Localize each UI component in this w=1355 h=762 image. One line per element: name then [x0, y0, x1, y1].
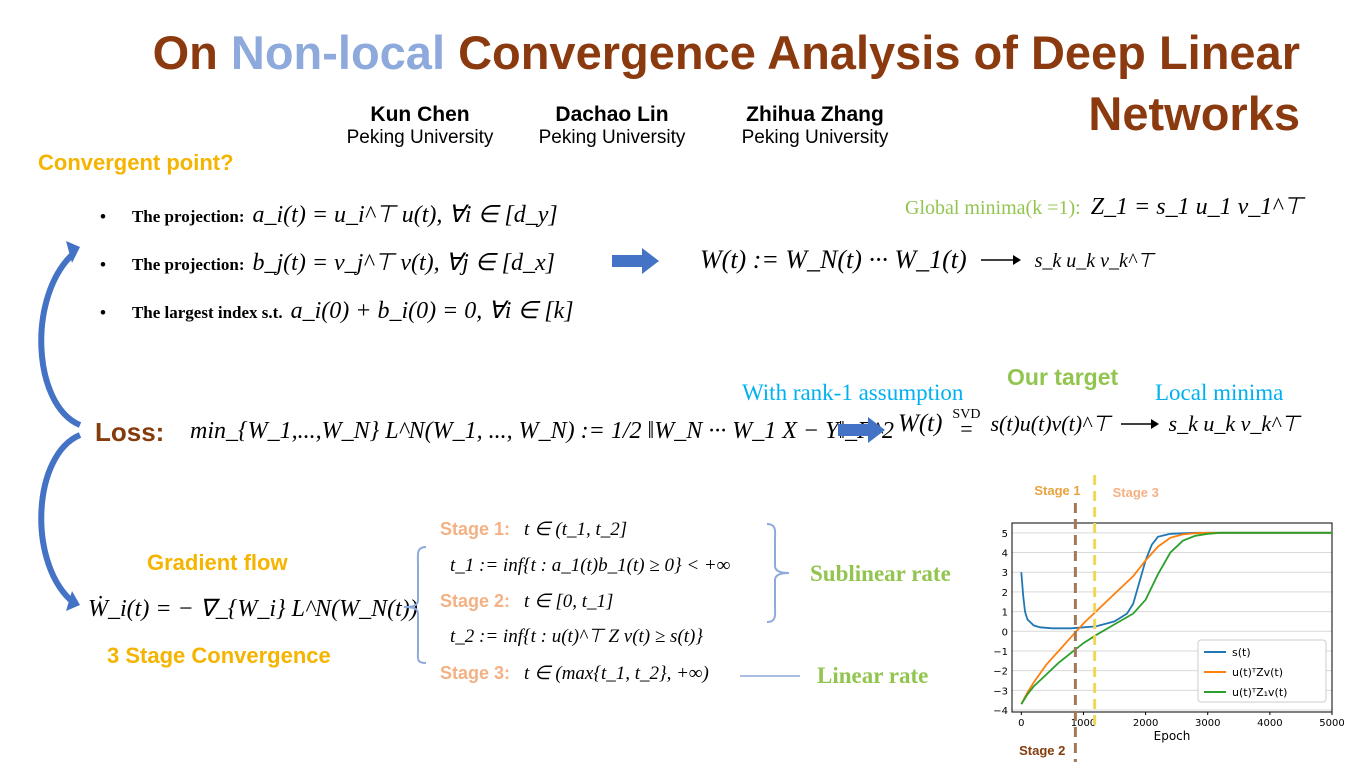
bullet-3: • The largest index s.t. a_i(0) + b_i(0)… [100, 296, 574, 325]
paper-title: On Non-local Convergence Analysis of Dee… [40, 22, 1300, 144]
bullet-dot: • [100, 207, 106, 226]
series-line [1020, 531, 1332, 630]
gradient-flow-label: Gradient flow [147, 550, 288, 575]
local-minima-label: Local minima [1155, 380, 1284, 405]
loss-label: Loss: [95, 417, 165, 447]
author-name: Zhihua Zhang [746, 103, 884, 126]
sublinear-rate-label: Sublinear rate [810, 561, 951, 586]
stage-3-math: t ∈ (max{t_1, t_2}, +∞) [524, 663, 709, 684]
stage-2-label: Stage 2: [440, 591, 511, 611]
y-tick-label: −1 [993, 647, 1008, 658]
y-tick-label: −4 [993, 706, 1008, 717]
bullet-label: The largest index s.t. [131, 303, 283, 322]
t2-definition: t_2 := inf{t : u(t)^⊤ Z v(t) ≥ s(t)} [450, 626, 703, 647]
author-2: Dachao Lin Peking University [522, 103, 702, 149]
long-arrow-icon [1120, 419, 1159, 429]
stage-3-row: Stage 3: t ∈ (max{t_1, t_2}, +∞) [440, 662, 709, 685]
stage-2-chart-label: Stage 2 [1019, 743, 1065, 758]
x-tick-label: 0 [1018, 718, 1024, 729]
bullet-dot: • [100, 255, 106, 274]
x-tick-label: 3000 [1195, 718, 1220, 729]
global-minima: Global minima(k =1): Z_1 = s_1 u_1 v_1^⊤ [905, 192, 1303, 221]
plot-frame [1011, 522, 1333, 713]
stage-1-label: Stage 1: [440, 519, 511, 539]
convergent-point-heading: Convergent point? [38, 150, 234, 175]
x-axis-label: Epoch [1154, 729, 1191, 743]
legend-box [1197, 639, 1327, 703]
bullet-dot: • [100, 303, 106, 322]
right-bracket [766, 523, 790, 623]
author-name: Dachao Lin [555, 103, 669, 126]
left-bracket [403, 546, 427, 664]
legend-entry: u(t)ᵀZ₁v(t) [1232, 686, 1287, 699]
svd-equals: SVD = [952, 408, 980, 440]
bullet-label: The projection: [131, 207, 245, 226]
t1-definition: t_1 := inf{t : a_1(t)b_1(t) ≥ 0} < +∞ [450, 555, 731, 576]
bullet-math: b_j(t) = v_j^⊤ v(t), ∀j ∈ [d_x] [252, 250, 556, 276]
w-product: W(t) := W_N(t) ··· W_1(t) [700, 245, 967, 274]
long-arrow-icon [980, 255, 1021, 265]
right-arrow-icon [838, 417, 885, 443]
x-tick-label: 5000 [1319, 718, 1344, 729]
right-arrow-icon [612, 248, 659, 274]
global-minima-label: Global minima(k =1): [905, 197, 1081, 219]
x-tick-label: 1000 [1071, 718, 1096, 729]
x-tick-label: 2000 [1133, 718, 1158, 729]
author-affiliation: Peking University [741, 127, 889, 148]
svd-line: W(t) SVD = s(t)u(t)v(t)^⊤ s_k u_k v_k^⊤ [898, 408, 1300, 440]
linear-connector [740, 675, 800, 677]
bullet-label: The projection: [131, 255, 245, 274]
svd-label: SVD [952, 407, 981, 422]
our-target-label: Our target [1007, 364, 1119, 390]
author-name: Kun Chen [370, 103, 470, 126]
w-limit: s_k u_k v_k^⊤ [1034, 249, 1154, 272]
author-affiliation: Peking University [346, 127, 494, 148]
gradient-flow-math: Ẇ_i(t) = − ∇_{W_i} L^N(W_N(t)) [88, 596, 418, 622]
stage-3-label: Stage 3: [440, 663, 511, 683]
y-tick-label: −2 [993, 667, 1008, 678]
author-3: Zhihua Zhang Peking University [725, 103, 905, 149]
stage-3-chart-label: Stage 3 [1113, 485, 1159, 500]
stage-2-row: Stage 2: t ∈ [0, t_1] [440, 590, 613, 613]
y-tick-label: 3 [1002, 568, 1008, 579]
three-stage-label: 3 Stage Convergence [107, 643, 331, 668]
series-line [1020, 531, 1332, 705]
title-part1: On [152, 26, 231, 79]
loss-objective: min_{W_1,...,W_N} L^N(W_1, ..., W_N) := … [190, 418, 894, 444]
author-1: Kun Chen Peking University [330, 103, 510, 149]
svd-lhs: W(t) [898, 410, 943, 437]
title-part2: Non-local [230, 26, 446, 79]
y-tick-label: −3 [993, 686, 1008, 697]
stage-1-chart-label: Stage 1 [1034, 483, 1080, 498]
y-tick-label: 2 [1002, 588, 1008, 599]
x-tick-label: 4000 [1257, 718, 1282, 729]
bullet-math: a_i(0) + b_i(0) = 0, ∀i ∈ [k] [290, 298, 574, 324]
series-line [1020, 531, 1332, 705]
bullet-2: • The projection: b_j(t) = v_j^⊤ v(t), ∀… [100, 248, 555, 277]
bullet-math: a_i(t) = u_i^⊤ u(t), ∀i ∈ [d_y] [252, 202, 558, 228]
y-tick-label: 1 [1002, 608, 1008, 619]
author-affiliation: Peking University [538, 127, 686, 148]
w-product-line: W(t) := W_N(t) ··· W_1(t) s_k u_k v_k^⊤ [700, 245, 1154, 275]
stage-1-row: Stage 1: t ∈ (t_1, t_2] [440, 518, 627, 541]
legend-entry: s(t) [1232, 646, 1251, 659]
curved-arrows-icon [38, 241, 82, 611]
loss-limit: s_k u_k v_k^⊤ [1168, 411, 1300, 436]
linear-rate-label: Linear rate [817, 663, 929, 688]
equals-sign: = [960, 416, 973, 441]
y-tick-label: 5 [1002, 529, 1008, 540]
title-part4: Networks [1088, 87, 1300, 141]
y-tick-label: 0 [1002, 627, 1008, 638]
stage-2-math: t ∈ [0, t_1] [524, 591, 614, 612]
stage-1-math: t ∈ (t_1, t_2] [524, 519, 628, 540]
global-minima-math: Z_1 = s_1 u_1 v_1^⊤ [1090, 194, 1304, 220]
bullet-1: • The projection: a_i(t) = u_i^⊤ u(t), ∀… [100, 200, 558, 229]
rank1-label: With rank-1 assumption [742, 380, 964, 405]
title-part3: Convergence Analysis of Deep Linear [445, 26, 1300, 79]
svd-rhs: s(t)u(t)v(t)^⊤ [990, 411, 1111, 436]
y-tick-label: 4 [1002, 549, 1008, 560]
convergence-chart: −4 −3 −2 −1 0 1 2 3 4 5 0 1000 2000 3000 4000 5000 Epoch… [993, 475, 1345, 762]
legend-entry: u(t)ᵀZv(t) [1232, 666, 1283, 679]
